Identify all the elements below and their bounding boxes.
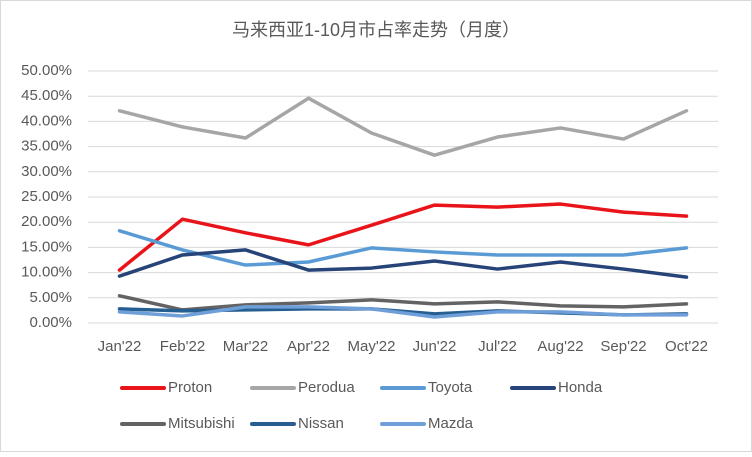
x-tick-label: Sep'22 (600, 338, 646, 355)
series-line (117, 96, 689, 157)
x-tick-label: Apr'22 (287, 338, 330, 355)
chart-title: 马来西亚1-10月市占率走势（月度） (232, 20, 520, 40)
y-tick-label: 20.00% (21, 213, 72, 230)
y-tick-label: 30.00% (21, 163, 72, 180)
x-tick-label: Jan'22 (98, 338, 142, 355)
legend-label: Mazda (428, 415, 474, 432)
series-line (117, 229, 689, 267)
y-tick-label: 10.00% (21, 264, 72, 281)
legend-label: Proton (168, 379, 212, 396)
x-tick-label: Oct'22 (665, 338, 708, 355)
x-tick-label: Feb'22 (160, 338, 205, 355)
x-tick-label: Jun'22 (413, 338, 457, 355)
y-tick-label: 25.00% (21, 188, 72, 205)
x-tick-label: Mar'22 (223, 338, 268, 355)
y-tick-label: 40.00% (21, 112, 72, 129)
series-line (117, 294, 689, 312)
x-tick-label: May'22 (348, 338, 396, 355)
y-tick-label: 5.00% (29, 289, 72, 306)
series-line (117, 248, 689, 279)
legend-label: Mitsubishi (168, 415, 235, 432)
x-tick-label: Jul'22 (478, 338, 517, 355)
x-tick-label: Aug'22 (537, 338, 583, 355)
legend-label: Perodua (298, 379, 355, 396)
series-line (117, 202, 689, 272)
y-tick-label: 0.00% (29, 314, 72, 331)
series-line (117, 305, 689, 319)
y-tick-label: 50.00% (21, 62, 72, 79)
legend-label: Honda (558, 379, 603, 396)
y-tick-label: 45.00% (21, 87, 72, 104)
legend-label: Toyota (428, 379, 473, 396)
y-tick-label: 15.00% (21, 238, 72, 255)
legend-label: Nissan (298, 415, 344, 432)
y-tick-label: 35.00% (21, 138, 72, 155)
